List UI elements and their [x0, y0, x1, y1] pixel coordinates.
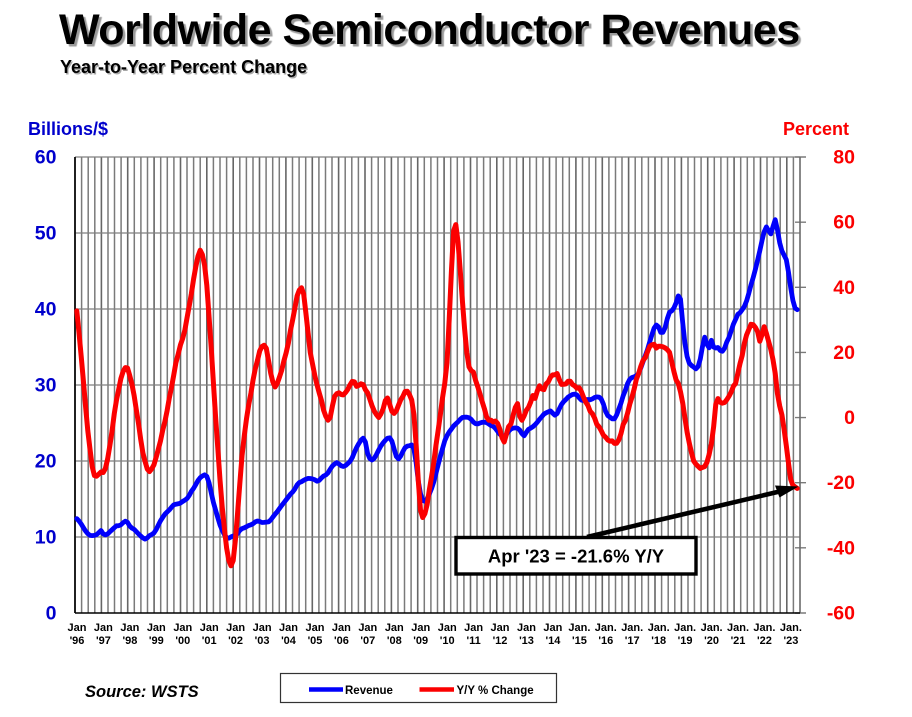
svg-text:50: 50: [35, 223, 57, 245]
svg-text:Jan: Jan: [200, 622, 219, 634]
svg-text:Jan: Jan: [279, 622, 298, 634]
svg-text:'07: '07: [360, 635, 375, 647]
svg-text:Jan.: Jan.: [595, 622, 617, 634]
svg-text:Jan: Jan: [438, 622, 457, 634]
svg-text:Jan: Jan: [385, 622, 404, 634]
svg-text:-40: -40: [827, 537, 855, 559]
svg-text:Jan.: Jan.: [648, 622, 670, 634]
svg-text:'14: '14: [545, 635, 561, 647]
svg-text:Jan.: Jan.: [621, 622, 643, 634]
svg-text:Jan.: Jan.: [701, 622, 723, 634]
svg-text:'10: '10: [440, 635, 455, 647]
svg-text:'03: '03: [255, 635, 270, 647]
svg-text:Jan: Jan: [120, 622, 139, 634]
svg-text:Jan: Jan: [173, 622, 192, 634]
svg-text:-20: -20: [827, 472, 855, 494]
svg-text:Jan.: Jan.: [674, 622, 696, 634]
svg-text:'15: '15: [572, 635, 587, 647]
svg-text:'96: '96: [70, 635, 85, 647]
svg-text:'13: '13: [519, 635, 534, 647]
svg-text:0: 0: [46, 603, 57, 625]
svg-text:Jan: Jan: [543, 622, 562, 634]
svg-text:Jan: Jan: [306, 622, 325, 634]
svg-text:'21: '21: [731, 635, 746, 647]
svg-text:Jan: Jan: [464, 622, 483, 634]
svg-text:Jan: Jan: [94, 622, 113, 634]
svg-text:20: 20: [833, 342, 855, 364]
svg-text:'22: '22: [757, 635, 772, 647]
svg-text:Jan.: Jan.: [780, 622, 802, 634]
svg-text:'98: '98: [122, 635, 137, 647]
svg-text:10: 10: [35, 527, 57, 549]
svg-text:Jan: Jan: [411, 622, 430, 634]
svg-text:-60: -60: [827, 603, 855, 625]
svg-text:40: 40: [833, 277, 855, 299]
svg-text:60: 60: [833, 212, 855, 234]
svg-text:80: 80: [833, 147, 855, 169]
svg-text:Billions/$: Billions/$: [28, 119, 108, 139]
svg-text:Percent: Percent: [783, 119, 849, 139]
svg-text:'05: '05: [308, 635, 323, 647]
svg-text:'97: '97: [96, 635, 111, 647]
svg-text:'18: '18: [651, 635, 666, 647]
svg-text:'09: '09: [413, 635, 428, 647]
svg-text:'12: '12: [493, 635, 508, 647]
svg-text:'11: '11: [466, 635, 480, 647]
svg-text:Jan.: Jan.: [727, 622, 749, 634]
svg-text:'04: '04: [281, 635, 297, 647]
svg-text:Jan: Jan: [253, 622, 272, 634]
svg-text:Jan: Jan: [68, 622, 87, 634]
svg-text:'99: '99: [149, 635, 164, 647]
svg-text:'01: '01: [202, 635, 217, 647]
svg-text:'17: '17: [625, 635, 640, 647]
svg-text:0: 0: [844, 407, 855, 429]
svg-text:'20: '20: [704, 635, 719, 647]
svg-text:Jan.: Jan.: [753, 622, 775, 634]
svg-text:Source: WSTS: Source: WSTS: [85, 683, 199, 701]
svg-text:Jan: Jan: [332, 622, 351, 634]
svg-text:'02: '02: [228, 635, 243, 647]
svg-text:'16: '16: [598, 635, 613, 647]
svg-text:Jan: Jan: [491, 622, 510, 634]
svg-text:Revenue: Revenue: [345, 685, 393, 697]
svg-text:Apr '23 = -21.6% Y/Y: Apr '23 = -21.6% Y/Y: [488, 546, 665, 567]
svg-text:'08: '08: [387, 635, 402, 647]
svg-text:Jan: Jan: [147, 622, 166, 634]
svg-text:'19: '19: [678, 635, 693, 647]
svg-text:'23: '23: [783, 635, 798, 647]
svg-text:Jan: Jan: [226, 622, 245, 634]
svg-text:20: 20: [35, 451, 57, 473]
svg-text:Jan: Jan: [358, 622, 377, 634]
svg-text:40: 40: [35, 299, 57, 321]
svg-text:Jan.: Jan.: [568, 622, 590, 634]
svg-text:30: 30: [35, 375, 57, 397]
svg-text:Jan: Jan: [517, 622, 536, 634]
svg-text:'06: '06: [334, 635, 349, 647]
svg-text:Y/Y % Change: Y/Y % Change: [457, 685, 534, 697]
svg-text:'00: '00: [175, 635, 190, 647]
svg-text:60: 60: [35, 147, 57, 169]
